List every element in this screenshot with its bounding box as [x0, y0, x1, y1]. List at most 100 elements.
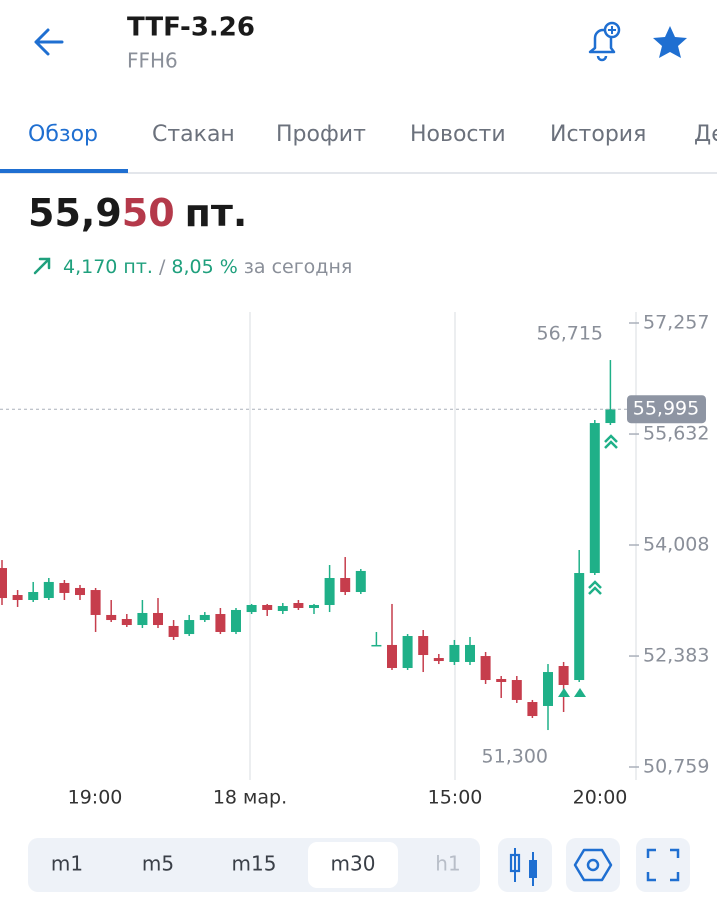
button-bg [636, 838, 690, 892]
favorite-button[interactable] [653, 26, 687, 58]
price-unit: пт. [185, 191, 248, 235]
candle-body [543, 672, 553, 706]
candle-body [387, 644, 397, 668]
change-arrow [33, 257, 51, 275]
candle-body [465, 644, 475, 662]
candle-body [262, 604, 273, 610]
candle-body [231, 609, 241, 632]
tab[interactable]: Де [694, 122, 717, 147]
candle-body [355, 570, 366, 593]
change-line: 4,170 пт. /8,05 % за сегодня [63, 256, 352, 278]
price-main: 55,9 [28, 191, 122, 235]
fullscreen-button[interactable] [636, 838, 690, 892]
candle-body [277, 606, 288, 612]
change-suffix: за сегодня [244, 256, 353, 278]
candle-body [558, 666, 569, 686]
star-icon [653, 26, 687, 58]
tab[interactable]: История [550, 122, 646, 147]
y-tick-label: 55,632 [643, 423, 709, 445]
candle-body [293, 603, 304, 608]
candle-body [324, 578, 335, 605]
candle-body [371, 644, 382, 647]
timeframe-option[interactable]: m30 [331, 852, 376, 876]
candle-body [480, 656, 491, 681]
low-annotation: 51,300 [482, 746, 548, 768]
candle-body [340, 578, 351, 593]
hex-dot [586, 858, 600, 872]
hex-icon [573, 848, 613, 882]
y-tick-label: 54,008 [643, 534, 709, 556]
timeframes: m1 m5 m15 m30 h1 [51, 852, 461, 876]
x-tick-label: 20:00 [573, 787, 628, 809]
button-bg [498, 838, 552, 892]
icon-body [529, 860, 537, 878]
signal-icon [574, 688, 586, 697]
candle-body [75, 587, 85, 596]
candle-body [418, 636, 429, 656]
x-tick-label: 15:00 [428, 787, 483, 809]
high-annotation: 56,715 [537, 323, 603, 345]
candle-body [574, 573, 585, 681]
fullscreen-icon [646, 848, 680, 882]
x-tick-label: 19:00 [68, 787, 123, 809]
y-tick-label: 52,383 [643, 645, 709, 667]
tab[interactable]: Стакан [152, 122, 235, 147]
candle-body [589, 423, 600, 574]
tab-bar: Обзор Стакан Профит Новости История Де [28, 122, 717, 147]
last-price-label: 55,995 [633, 398, 699, 420]
candle-body [59, 582, 70, 593]
candle-body [433, 658, 444, 662]
timeframe-option[interactable]: m1 [51, 852, 83, 876]
tab-indicator [0, 169, 128, 173]
candle-body [496, 678, 507, 682]
timeframe-option[interactable]: m5 [142, 852, 174, 876]
candle-body [0, 568, 7, 599]
chart-type-button[interactable] [498, 838, 552, 892]
timeframe-option[interactable]: m15 [232, 852, 277, 876]
candle-body [168, 625, 179, 637]
candle-body [90, 590, 101, 615]
candle-body [605, 409, 616, 424]
candle-body [449, 644, 460, 662]
plus-icon [608, 26, 616, 34]
timeframe-selected [308, 842, 398, 888]
alert-button[interactable] [588, 21, 621, 62]
indicators-button[interactable] [566, 838, 620, 892]
candle-body [153, 612, 163, 626]
y-tick-label: 50,759 [643, 756, 709, 778]
change-percent: 8,05 % [171, 256, 237, 278]
instrument-title: TTF-3.26 [127, 13, 255, 43]
candle-body [121, 619, 132, 626]
tab[interactable]: Обзор [28, 122, 98, 147]
change-separator: / [159, 256, 166, 278]
tab[interactable]: Профит [276, 122, 366, 147]
signal-icon [604, 434, 618, 449]
price-accent: 50 [122, 191, 175, 235]
chart: 57,257 55,632 54,008 52,383 50,759 55,995 56,7… [0, 312, 709, 809]
candle-body [106, 614, 117, 621]
candle-body [246, 604, 257, 613]
candle-body [527, 702, 538, 717]
candle-body [511, 680, 522, 700]
candle-body [309, 604, 319, 608]
back-icon [34, 28, 64, 56]
candle-body [199, 614, 210, 621]
candle-body [215, 614, 226, 632]
candle-body [28, 592, 39, 601]
change-value: 4,170 пт. [63, 256, 153, 278]
tab[interactable]: Новости [410, 122, 506, 147]
signal-icon [558, 688, 570, 697]
timeframe-option[interactable]: h1 [435, 852, 460, 876]
back-button[interactable] [34, 28, 64, 56]
candle-body [137, 612, 148, 626]
candle-body [12, 595, 23, 601]
candle-body [402, 636, 413, 668]
signal-icon [588, 580, 602, 595]
button-bg [566, 838, 620, 892]
icon-body [509, 853, 521, 873]
candle-body [184, 620, 195, 635]
instrument-code: FFH6 [127, 49, 178, 73]
